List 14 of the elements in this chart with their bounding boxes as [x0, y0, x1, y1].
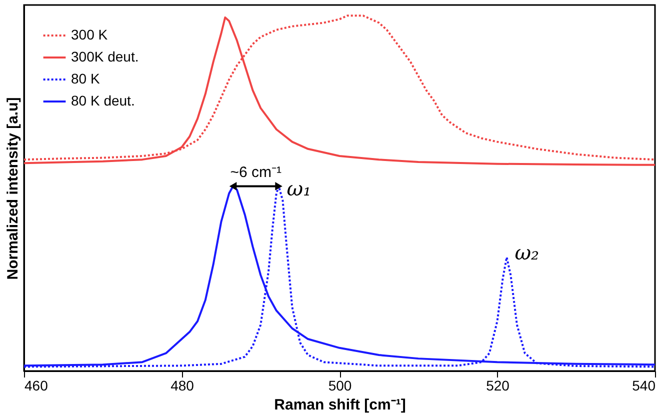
legend-label: 80 K deut.	[71, 92, 135, 108]
x-tick-label: 540	[632, 378, 656, 394]
x-tick-label: 500	[328, 378, 352, 394]
x-tick-label: 460	[24, 378, 48, 394]
legend-label: 300 K	[71, 26, 108, 42]
annotation: ω₁	[286, 176, 312, 200]
annotation: ω₂	[514, 240, 540, 264]
x-tick-label: 480	[170, 378, 194, 394]
legend-label: 300K deut.	[71, 48, 139, 64]
y-axis-title: Normalized intensity [a.u]	[4, 97, 22, 280]
x-tick-label: 520	[486, 378, 510, 394]
legend-label: 80 K	[71, 70, 100, 86]
x-axis-title: Raman shift [cm⁻¹]	[274, 396, 406, 414]
annotation: ~6 cm⁻¹	[230, 164, 282, 182]
